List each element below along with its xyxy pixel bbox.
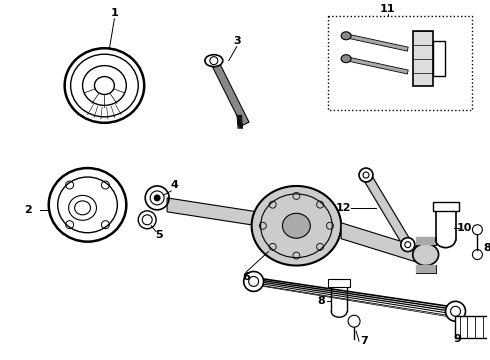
Text: 1: 1 <box>111 8 118 18</box>
Text: 11: 11 <box>380 4 395 14</box>
Circle shape <box>445 301 466 321</box>
Text: 10: 10 <box>457 223 472 233</box>
Bar <box>433 202 459 211</box>
Bar <box>328 16 472 111</box>
Text: 9: 9 <box>454 334 462 344</box>
Bar <box>455 316 490 338</box>
Bar <box>328 279 350 287</box>
Ellipse shape <box>74 201 91 215</box>
Ellipse shape <box>82 66 126 105</box>
Circle shape <box>472 225 482 235</box>
Text: 3: 3 <box>233 36 241 46</box>
Ellipse shape <box>95 77 114 94</box>
Text: 12: 12 <box>335 203 351 213</box>
Ellipse shape <box>71 54 138 117</box>
Circle shape <box>348 315 360 327</box>
Ellipse shape <box>282 213 310 238</box>
Ellipse shape <box>413 244 439 266</box>
Text: 8: 8 <box>318 296 325 306</box>
Ellipse shape <box>252 186 341 266</box>
Ellipse shape <box>341 55 351 63</box>
Bar <box>413 31 433 86</box>
Polygon shape <box>167 198 276 229</box>
Text: 6: 6 <box>243 273 250 283</box>
Text: 7: 7 <box>360 336 368 346</box>
Bar <box>433 41 444 76</box>
Polygon shape <box>341 223 428 266</box>
Circle shape <box>359 168 373 182</box>
Text: 4: 4 <box>170 180 178 190</box>
Ellipse shape <box>205 55 223 67</box>
Ellipse shape <box>49 168 126 242</box>
Ellipse shape <box>261 194 332 257</box>
Circle shape <box>154 195 160 201</box>
Text: 8: 8 <box>484 243 490 253</box>
Ellipse shape <box>341 32 351 40</box>
Circle shape <box>472 249 482 260</box>
Ellipse shape <box>58 177 118 233</box>
Text: 2: 2 <box>24 205 32 215</box>
Ellipse shape <box>65 48 144 123</box>
Circle shape <box>244 271 264 291</box>
Ellipse shape <box>69 195 97 220</box>
Text: 5: 5 <box>155 230 163 240</box>
Circle shape <box>401 238 415 252</box>
